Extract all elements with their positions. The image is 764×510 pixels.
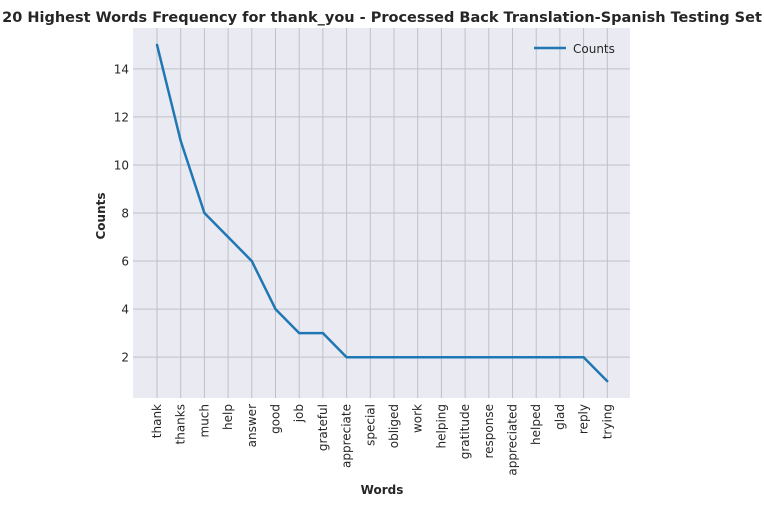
x-tick-label: helped [529, 404, 543, 445]
x-tick-label: gratitude [458, 404, 472, 459]
x-tick-label: glad [553, 404, 567, 430]
y-tick-label: 6 [121, 255, 129, 269]
data-point-grateful [321, 331, 325, 335]
y-tick-label: 8 [121, 207, 129, 221]
x-tick-label: trying [600, 404, 614, 439]
x-tick-label: helping [434, 404, 448, 449]
data-point-helping [440, 355, 443, 359]
y-tick-label: 14 [114, 62, 129, 76]
data-point-trying [606, 379, 609, 383]
chart-legend: Counts [534, 42, 615, 56]
series-points [155, 43, 609, 383]
x-axis-ticks: thank thanks much help answer good job grateful… [150, 404, 614, 476]
x-tick-label: thank [150, 404, 164, 438]
x-tick-label: obliged [387, 404, 401, 448]
data-point-thank [155, 43, 159, 47]
data-point-special [369, 355, 372, 359]
data-point-response [487, 355, 490, 359]
x-tick-label: work [411, 404, 425, 433]
x-tick-label: answer [245, 404, 259, 447]
y-tick-label: 10 [114, 158, 129, 172]
x-tick-label: reply [577, 404, 591, 434]
x-tick-label: help [221, 404, 235, 430]
data-point-gratitude [463, 355, 467, 359]
chart-title: 20 Highest Words Frequency for thank_you… [2, 10, 762, 26]
y-tick-label: 12 [114, 110, 129, 124]
y-axis-label: Counts [94, 192, 108, 239]
y-axis-ticks: 2 4 6 8 10 12 14 [114, 62, 129, 364]
data-point-work [416, 355, 419, 359]
horizontal-gridlines [133, 68, 630, 358]
series-line-counts [155, 44, 609, 383]
data-point-glad [558, 355, 562, 359]
data-point-much [203, 211, 206, 215]
x-tick-label: special [363, 404, 377, 446]
x-tick-label: grateful [316, 404, 330, 451]
data-point-answer [250, 259, 253, 263]
data-point-help [226, 235, 230, 239]
data-point-obliged [392, 355, 396, 359]
data-point-helped [535, 355, 538, 359]
data-point-thanks [179, 139, 182, 143]
x-tick-label: thanks [174, 404, 188, 444]
x-tick-label: appreciate [340, 404, 354, 468]
legend-label-counts: Counts [573, 42, 615, 56]
x-tick-label: good [269, 404, 283, 434]
data-point-reply [582, 355, 585, 359]
y-tick-label: 4 [121, 303, 129, 317]
y-tick-label: 2 [121, 351, 129, 365]
data-point-appreciated [511, 355, 514, 359]
data-point-good [274, 307, 277, 311]
data-point-job [298, 331, 301, 335]
x-tick-label: much [197, 404, 211, 438]
x-tick-label: appreciated [506, 404, 520, 476]
x-tick-label: job [292, 404, 306, 423]
x-axis-label: Words [361, 483, 404, 497]
x-tick-label: response [482, 404, 496, 459]
data-point-appreciate [345, 355, 348, 359]
